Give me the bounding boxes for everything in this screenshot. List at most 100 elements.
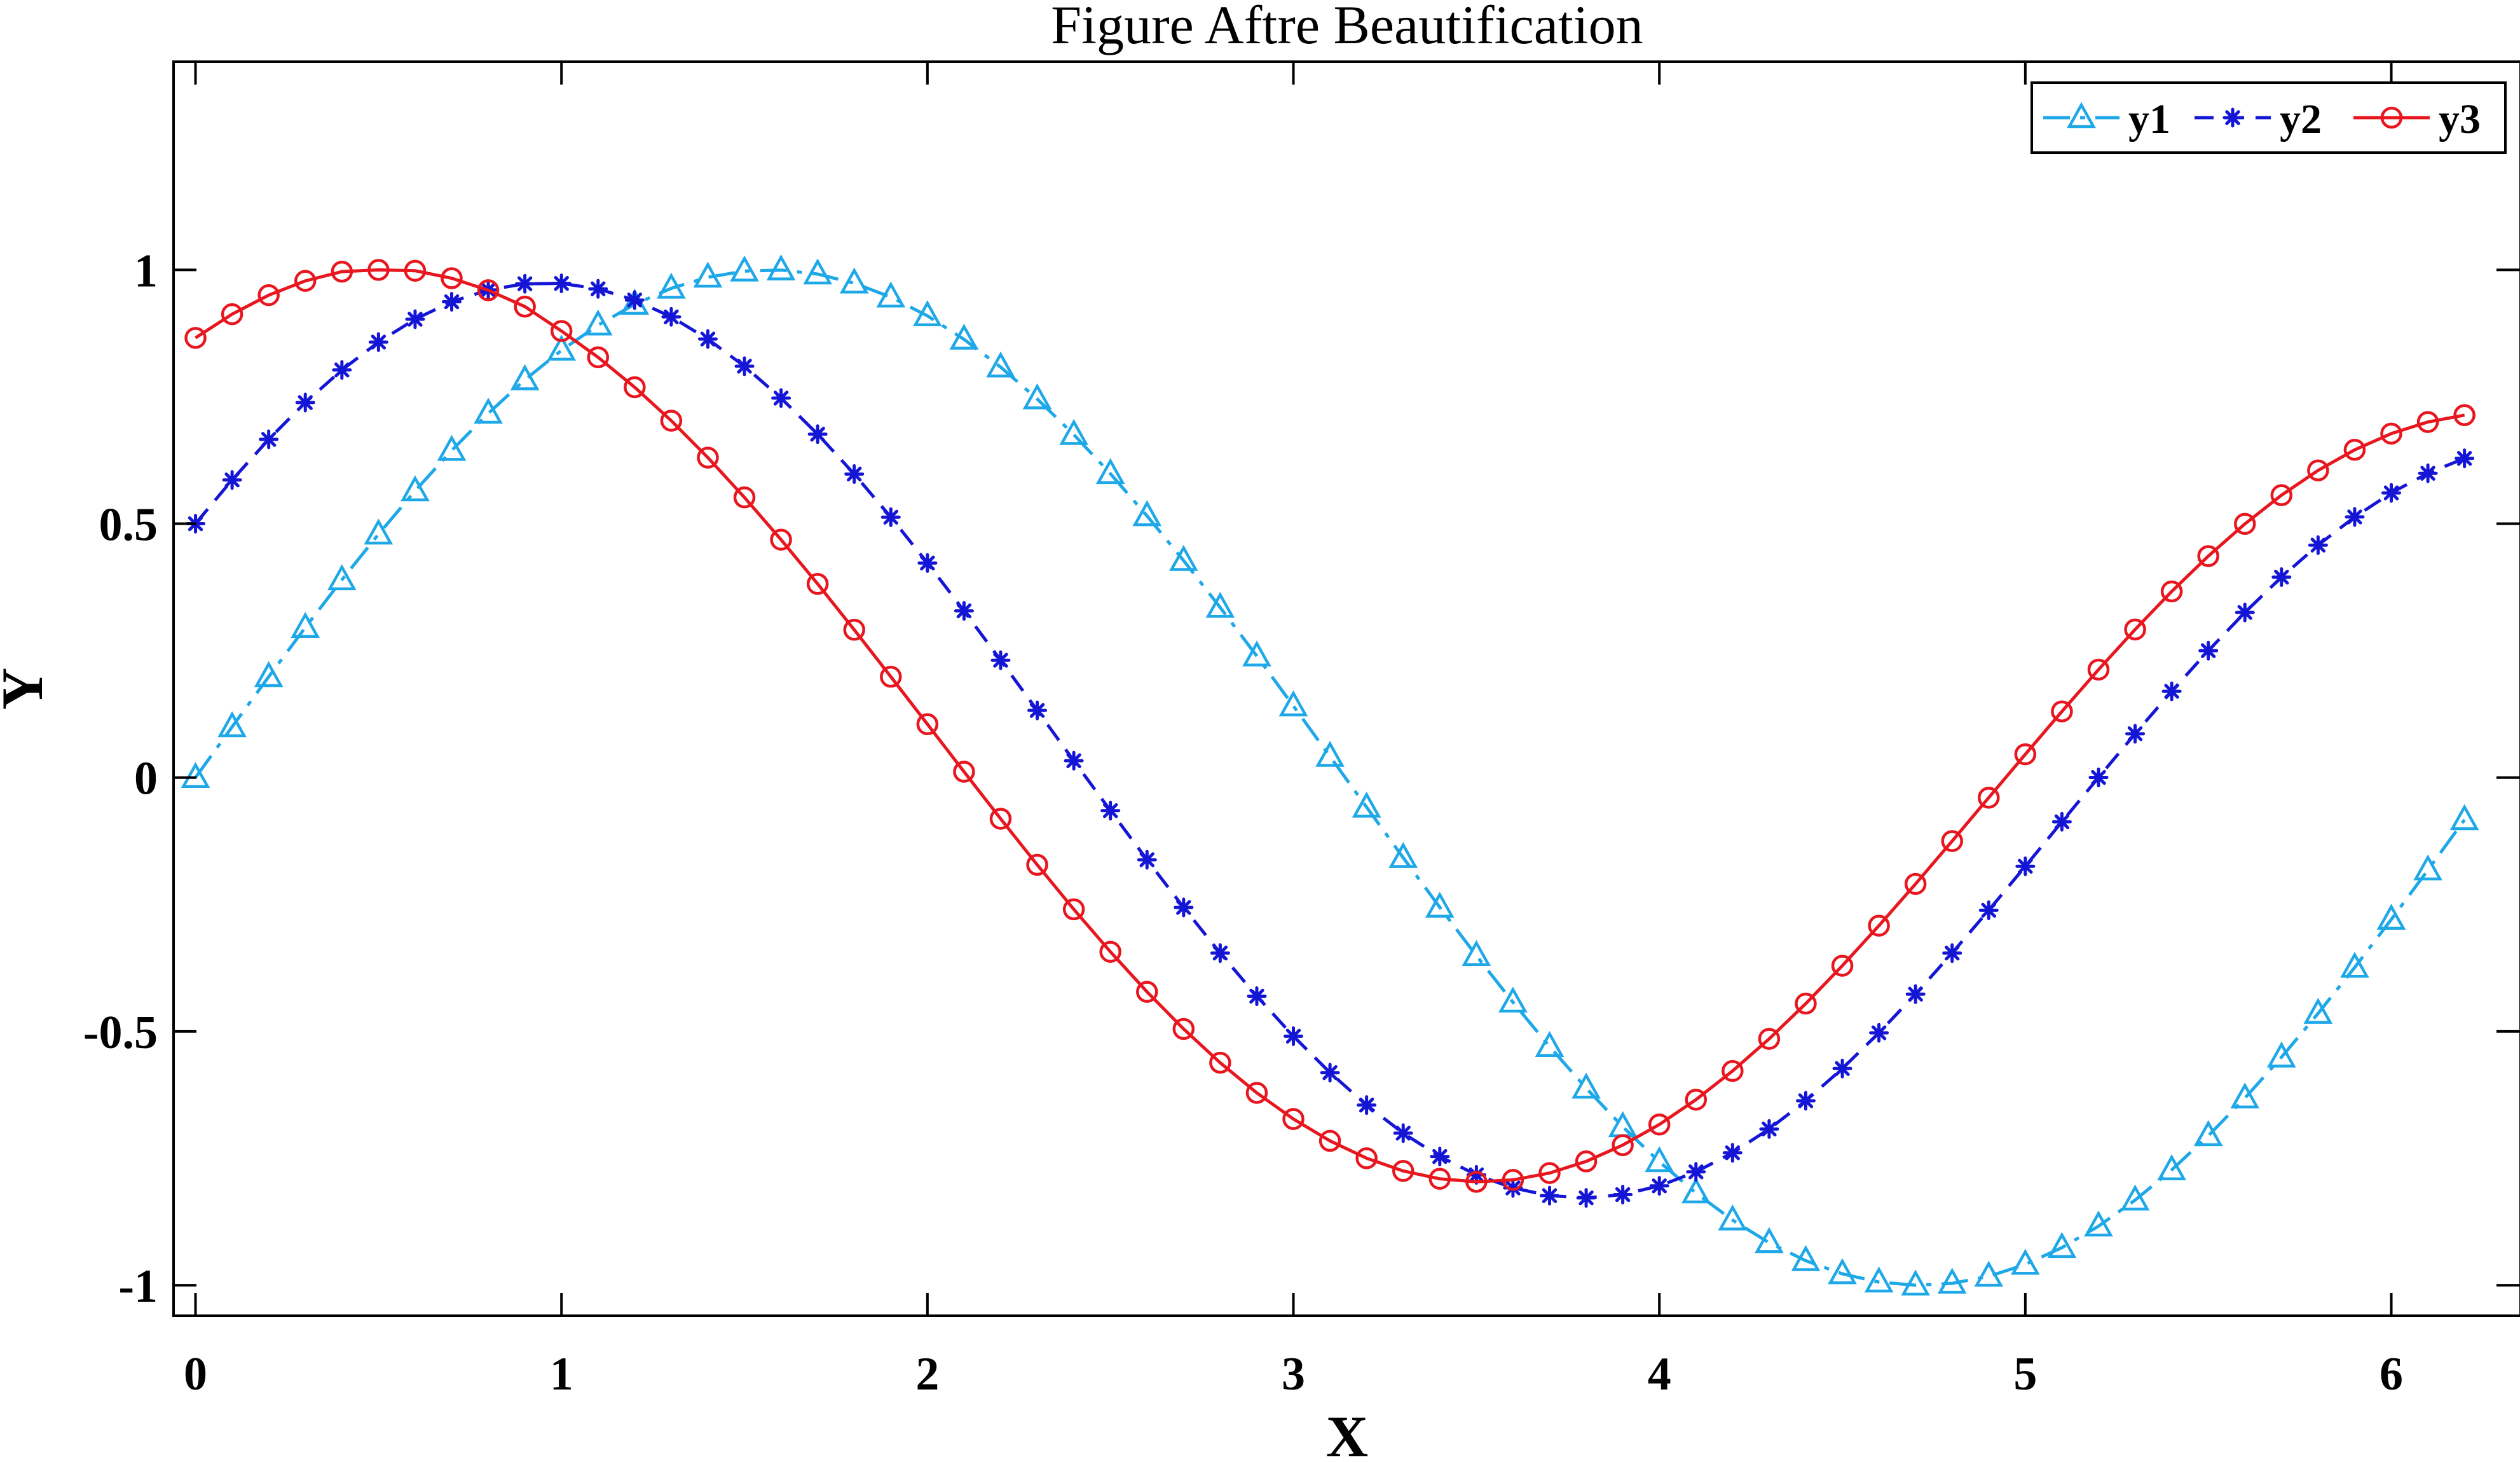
axis-tick-labels: 0 1 2 3 4 5 6 -1 -0.5 0 0.5 1 (83, 245, 2403, 1400)
data-point-y3 (1136, 981, 1158, 1003)
data-point-y3 (404, 259, 427, 282)
data-point-y1 (1132, 500, 1162, 527)
data-point-y3 (1502, 1169, 1524, 1191)
data-point-y3 (2051, 700, 2073, 722)
data-point-y2 (1539, 1185, 1559, 1206)
series-y1 (181, 254, 2479, 1296)
legend-marker-y3 (2380, 106, 2403, 129)
y-tick-label: -0.5 (83, 1007, 158, 1059)
x-tick-label: 2 (915, 1348, 939, 1400)
data-point-y2 (1649, 1176, 1669, 1196)
data-point-y2 (222, 470, 242, 490)
data-point-y1 (2230, 1082, 2260, 1108)
data-point-y2 (1869, 1023, 1889, 1043)
data-point-y2 (259, 429, 279, 450)
data-point-y3 (294, 270, 317, 292)
legend-item-y3: y3 (2353, 96, 2481, 142)
data-point-y1 (1205, 591, 1235, 618)
legend-item-y1: y1 (2043, 96, 2170, 142)
data-point-y3 (2343, 439, 2366, 461)
data-point-y2 (2381, 483, 2402, 503)
series-line-y2 (194, 282, 2465, 1200)
data-point-y2 (1284, 1026, 1304, 1046)
data-point-y2 (2235, 602, 2255, 623)
data-point-y3 (1795, 992, 1817, 1015)
y-tick-label: 0.5 (99, 499, 158, 551)
data-point-y2 (2455, 448, 2475, 469)
data-point-y2 (1759, 1119, 1779, 1139)
x-tick-label: 0 (184, 1348, 207, 1400)
chart-title: Figure Aftre Beautification (1051, 0, 1643, 55)
data-point-y1 (217, 711, 247, 738)
data-point-y3 (1685, 1088, 1708, 1111)
data-point-y1 (803, 258, 833, 285)
data-point-y3 (2197, 545, 2219, 567)
data-point-y2 (1722, 1143, 1743, 1163)
data-point-y1 (1059, 418, 1088, 445)
data-point-y2 (1942, 943, 1962, 963)
data-point-y1 (1498, 986, 1528, 1013)
y-axis-label: Y (0, 668, 55, 710)
axis-ticks (174, 62, 2519, 1316)
data-point-y2 (295, 392, 315, 413)
data-point-y1 (1425, 892, 1455, 918)
data-point-y3 (953, 761, 975, 783)
data-point-y3 (806, 572, 829, 595)
data-point-y1 (1095, 458, 1125, 485)
data-point-y3 (2307, 459, 2329, 481)
data-point-y1 (181, 762, 210, 788)
data-point-y1 (1718, 1204, 1748, 1231)
data-point-y3 (514, 295, 536, 318)
data-point-y1 (2340, 951, 2369, 978)
data-point-y3 (624, 376, 646, 399)
data-point-y2 (917, 553, 938, 573)
x-tick-label: 1 (550, 1348, 573, 1400)
data-point-y2 (1174, 897, 1194, 918)
data-point-y1 (986, 351, 1015, 378)
data-point-y3 (880, 665, 902, 688)
y-tick-label: 1 (134, 245, 158, 297)
data-point-y2 (1027, 700, 1048, 721)
data-point-y3 (1099, 941, 1121, 963)
data-point-y3 (331, 260, 353, 283)
data-point-y1 (2266, 1041, 2296, 1068)
data-point-y3 (1172, 1017, 1195, 1040)
data-point-y1 (693, 261, 723, 288)
data-point-y3 (1722, 1059, 1744, 1082)
x-tick-label: 4 (1648, 1348, 1671, 1400)
data-point-y2 (1430, 1147, 1450, 1167)
data-point-y3 (2014, 743, 2037, 766)
data-point-y1 (839, 267, 869, 294)
y-tick-label: -1 (118, 1260, 158, 1313)
data-point-y2 (515, 273, 535, 294)
data-point-y3 (1831, 955, 1854, 977)
data-point-y2 (954, 601, 974, 621)
data-point-y3 (1978, 787, 2000, 809)
data-point-y1 (474, 397, 503, 424)
data-point-y1 (2120, 1184, 2150, 1211)
data-point-y3 (1355, 1147, 1378, 1169)
data-point-y2 (1832, 1058, 1852, 1079)
data-point-y1 (2449, 804, 2479, 831)
data-point-y1 (1791, 1245, 1821, 1271)
axes-box (172, 60, 2520, 1317)
data-point-y2 (844, 464, 865, 484)
x-tick-label: 3 (1282, 1348, 1305, 1400)
data-point-y1 (2157, 1154, 2186, 1180)
data-point-y1 (1974, 1260, 2004, 1287)
data-point-y2 (368, 332, 388, 352)
data-point-y1 (657, 272, 686, 299)
data-point-y3 (697, 446, 719, 469)
data-point-y2 (588, 279, 608, 299)
legend-item-y2: y2 (2195, 96, 2322, 142)
data-point-y3 (1941, 830, 1963, 852)
data-point-y1 (2193, 1120, 2223, 1147)
data-point-y3 (184, 327, 207, 349)
data-point-y2 (332, 360, 352, 380)
data-point-y1 (2084, 1210, 2113, 1237)
data-point-y3 (1318, 1129, 1341, 1152)
data-point-y2 (1210, 943, 1230, 963)
data-point-y3 (1575, 1150, 1598, 1173)
data-point-y3 (1392, 1160, 1414, 1182)
